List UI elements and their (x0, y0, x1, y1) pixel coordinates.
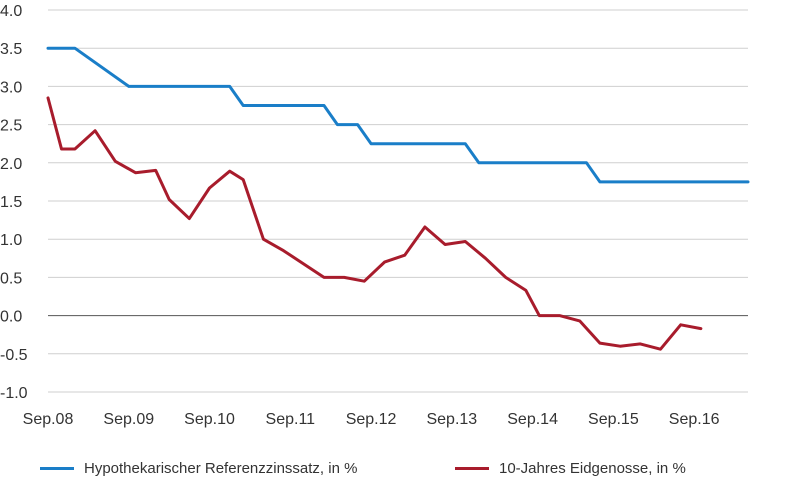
legend-item-eidgenosse: 10-Jahres Eidgenosse, in % (455, 460, 686, 477)
gridlines (48, 9, 748, 393)
x-tick-label: Sep.12 (346, 411, 397, 428)
x-tick-label: Sep.16 (669, 411, 720, 428)
series-line-eidgenosse (46, 96, 703, 351)
series-lines (46, 46, 750, 351)
y-tick-label: 2.5 (0, 118, 22, 135)
legend-label-eidgenosse: 10-Jahres Eidgenosse, in % (499, 460, 686, 477)
y-tick-label: 4.0 (0, 3, 22, 20)
y-tick-label: 1.0 (0, 232, 22, 249)
legend-label-hypothek: Hypothekarischer Referenzzinssatz, in % (84, 460, 358, 477)
y-tick-label: 3.0 (0, 79, 22, 96)
x-tick-label: Sep.13 (426, 411, 477, 428)
x-tick-label: Sep.09 (103, 411, 154, 428)
y-tick-label: 3.5 (0, 41, 22, 58)
x-tick-label: Sep.14 (507, 411, 558, 428)
legend-swatch-hypothek (40, 467, 74, 470)
y-tick-label: 0.0 (0, 309, 22, 326)
legend: Hypothekarischer Referenzzinssatz, in % … (0, 458, 795, 485)
legend-swatch-eidgenosse (455, 467, 489, 470)
x-tick-label: Sep.15 (588, 411, 639, 428)
x-axis-ticks: Sep.08 Sep.09 Sep.10 Sep.11 Sep.12 Sep.13 Sep.… (23, 411, 720, 428)
series-line-hypothek (46, 46, 750, 184)
x-tick-label: Sep.10 (184, 411, 235, 428)
legend-item-hypothek: Hypothekarischer Referenzzinssatz, in % (40, 460, 357, 477)
y-tick-label: 1.5 (0, 194, 22, 211)
line-chart: 4.0 3.5 3.0 2.5 2.0 1.5 1.0 0.5 0.0 -0.5 -1.0 Sep.… (0, 3, 750, 428)
y-tick-label: 0.5 (0, 270, 22, 287)
y-tick-label: -0.5 (0, 347, 28, 364)
x-tick-label: Sep.11 (266, 411, 316, 428)
y-tick-label: -1.0 (0, 385, 28, 402)
x-tick-label: Sep.08 (23, 411, 74, 428)
y-axis-ticks: 4.0 3.5 3.0 2.5 2.0 1.5 1.0 0.5 0.0 -0.5 -1.0 (0, 3, 28, 402)
y-tick-label: 2.0 (0, 156, 22, 173)
